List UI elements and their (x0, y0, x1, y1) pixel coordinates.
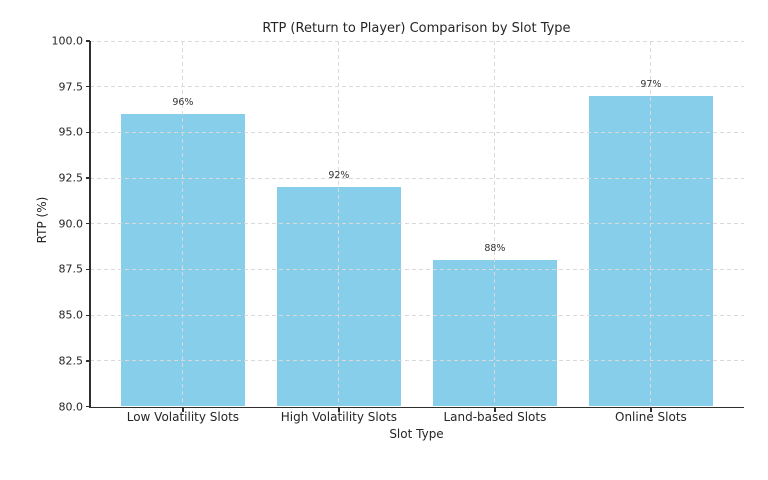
x-tick-label: Low Volatility Slots (126, 410, 240, 424)
gridline-horizontal (90, 268, 744, 270)
y-tick-label: 90.0 (58, 217, 84, 231)
y-tick-label: 87.5 (58, 262, 84, 276)
x-tick-mark (494, 407, 496, 412)
x-tick-label: Land-based Slots (443, 410, 547, 424)
gridline-horizontal (90, 131, 744, 133)
y-tick-mark (85, 405, 90, 408)
y-tick-mark (85, 177, 90, 179)
y-tick-label: 80.0 (58, 400, 84, 413)
y-tick-mark (85, 40, 90, 42)
gridline-vertical (182, 41, 184, 407)
x-axis-label: Slot Type (389, 427, 444, 441)
chart-title: RTP (Return to Player) Comparison by Slo… (262, 21, 571, 36)
y-tick-mark (85, 360, 90, 362)
y-tick-label: 85.0 (58, 308, 84, 322)
bar-value-label: 92% (328, 170, 350, 182)
x-tick-label: High Volatility Slots (280, 410, 398, 424)
y-tick-mark (85, 268, 90, 271)
x-axis-spine (89, 406, 744, 408)
bar-value-label: 96% (172, 97, 194, 109)
y-tick-mark (85, 131, 90, 134)
gridline-horizontal (90, 40, 744, 42)
y-axis-spine (89, 41, 91, 408)
y-tick-mark (85, 223, 90, 225)
y-tick-label: 95.0 (58, 125, 84, 139)
x-tick-mark (182, 407, 184, 412)
bar-value-label: 88% (484, 243, 506, 255)
y-tick-mark (85, 314, 90, 316)
x-tick-mark (650, 407, 652, 412)
gridline-horizontal (90, 360, 744, 362)
gridline-horizontal (90, 314, 744, 316)
y-tick-mark (85, 86, 90, 88)
gridline-horizontal (90, 223, 744, 225)
gridline-horizontal (90, 177, 744, 179)
y-tick-label: 97.5 (58, 80, 84, 94)
y-tick-label: 82.5 (58, 354, 84, 368)
y-tick-label: 92.5 (58, 171, 84, 185)
gridline-vertical (650, 41, 652, 407)
x-tick-mark (338, 407, 340, 412)
gridline-vertical (338, 41, 340, 407)
gridline-horizontal (90, 86, 744, 88)
gridline-vertical (494, 41, 496, 407)
y-tick-label: 100.0 (51, 34, 84, 48)
x-tick-label: Online Slots (615, 410, 687, 424)
bar-value-label: 97% (640, 78, 662, 90)
